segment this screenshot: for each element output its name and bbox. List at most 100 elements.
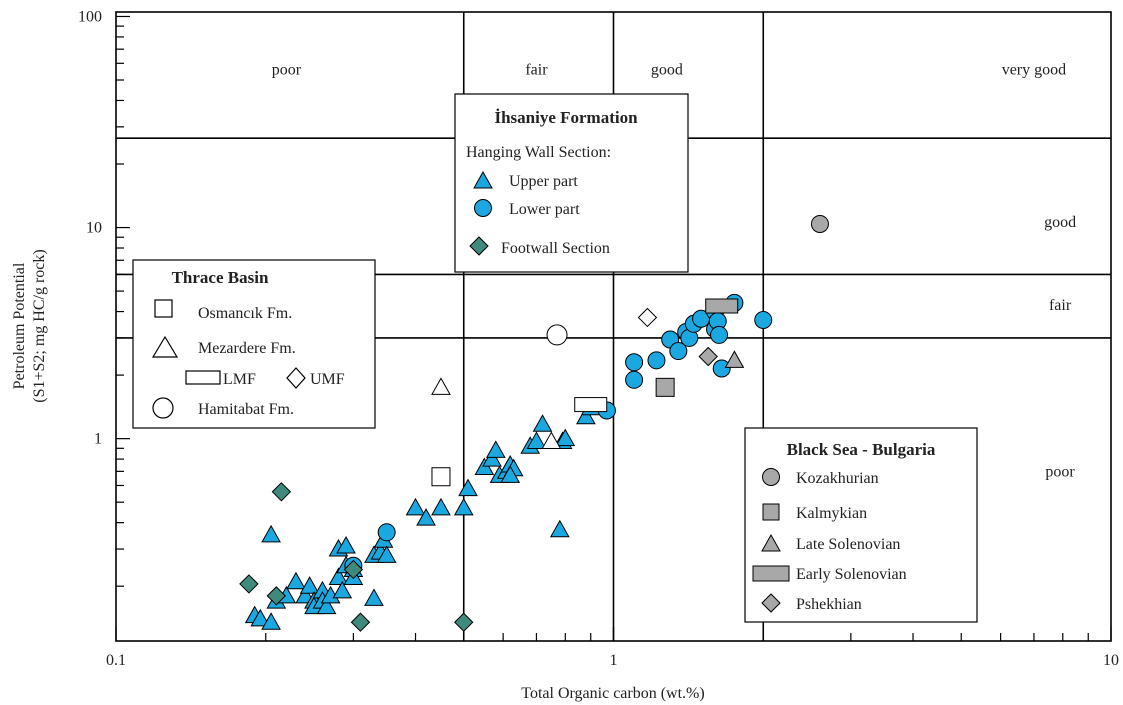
point-footwall-section (343, 559, 364, 580)
legend-lower-part-marker (474, 199, 492, 217)
point-upper-part (500, 465, 521, 483)
point-footwall-section (266, 586, 287, 606)
legend-lmf-marker (185, 370, 221, 385)
point-lower-part (647, 351, 666, 370)
point-upper-part (316, 596, 337, 615)
point-upper-part (453, 497, 474, 516)
legend-kozakhurian-label: Kozakhurian (796, 470, 879, 487)
legend-upper-part-marker (473, 170, 493, 189)
point-lower-part (712, 359, 731, 378)
legend-blacksea: Black Sea - Bulgaria Kozakhurian Kalmyki… (744, 427, 978, 623)
point-hamitabat-fm (546, 324, 568, 346)
legend-early-solenovian-label: Early Solenovian (796, 566, 907, 583)
plot-frame (115, 11, 1112, 642)
legend-ihsaniye-title: İhsaniye Formation (494, 108, 638, 127)
point-osmanc-k-fm (431, 467, 451, 487)
point-upper-part (336, 535, 356, 554)
point-umf (637, 307, 658, 328)
axis-ticks (115, 15, 1112, 641)
point-footwall-section (271, 482, 292, 502)
legend-ihsaniye-box (454, 93, 689, 273)
region-label: fair (525, 62, 548, 79)
point-upper-part (332, 580, 353, 599)
point-upper-part (576, 406, 596, 425)
legend-footwall-marker (469, 236, 489, 256)
point-upper-part (458, 478, 478, 497)
legend-hamitabat-label: Hamitabat Fm. (198, 401, 294, 418)
legend-lmf-label: LMF (223, 371, 256, 388)
legend-early-solenovian-marker (752, 565, 790, 582)
data-points (239, 214, 829, 632)
region-label: poor (272, 62, 302, 79)
legend-pshekhian-label: Pshekhian (796, 596, 862, 613)
x-axis-label: Total Organic carbon (wt.%) (521, 685, 704, 702)
point-upper-part (299, 576, 320, 594)
region-label: poor (1045, 463, 1075, 480)
point-footwall-section (350, 612, 371, 632)
legend-upper-part-label: Upper part (509, 173, 578, 190)
legend-lower-part-label: Lower part (509, 201, 580, 218)
point-lmf (574, 397, 608, 413)
region-label: fair (1049, 297, 1072, 314)
legend-late-solenovian-marker (761, 533, 781, 552)
point-upper-part (286, 571, 306, 590)
x-tick-label: 10 (1103, 652, 1119, 669)
point-lower-part (754, 310, 773, 329)
point-upper-part (482, 449, 502, 467)
y-tick-label: 10 (86, 220, 102, 237)
point-upper-part (549, 519, 570, 538)
point-upper-part (555, 428, 576, 447)
legend-kalmykian-marker (762, 503, 780, 521)
region-label: good (1044, 214, 1076, 231)
point-upper-part (431, 497, 451, 516)
legend-pshekhian-marker (761, 593, 781, 613)
point-kozakhurian (810, 214, 829, 233)
point-upper-part (261, 612, 281, 630)
point-upper-part (376, 545, 397, 563)
legend-late-solenovian-label: Late Solenovian (796, 536, 900, 553)
point-lower-part (710, 325, 729, 344)
point-lower-part (669, 342, 688, 361)
legend-footwall-label: Footwall Section (501, 240, 610, 257)
point-mezardere-fm (431, 377, 451, 395)
region-labels: poor fair good very good good fair poor (272, 62, 1076, 481)
y-tick-label: 1 (94, 431, 102, 448)
legend-osmancik-marker (154, 299, 173, 318)
x-tick-label: 0.1 (106, 652, 126, 669)
point-footwall-section (454, 612, 474, 632)
legend-blacksea-title: Black Sea - Bulgaria (787, 440, 936, 459)
point-kalmykian (655, 377, 675, 397)
point-upper-part (405, 497, 426, 516)
point-upper-part (328, 567, 349, 585)
legend-ihsaniye-subtitle: Hanging Wall Section: (466, 144, 611, 161)
legend-hamitabat-marker (152, 397, 174, 419)
legend-osmancik-label: Osmancık Fm. (198, 305, 292, 322)
point-upper-part (526, 431, 547, 449)
point-footwall-section (239, 574, 259, 594)
legend-thrace-box (132, 259, 376, 429)
legend-thrace: Thrace Basin Osmancık Fm. Mezardere Fm. … (132, 259, 376, 429)
point-lower-part (625, 370, 644, 389)
point-late-solenovian (724, 350, 745, 368)
point-upper-part (416, 508, 436, 526)
point-upper-part (261, 524, 281, 543)
region-label: good (651, 62, 683, 79)
point-upper-part (485, 440, 506, 458)
legend-mezardere-label: Mezardere Fm. (198, 340, 296, 357)
y-axis-label-line1: Petroleum Potential (11, 262, 28, 389)
legend-mezardere-marker (151, 335, 179, 358)
point-early-solenovian (705, 298, 739, 314)
point-pshekhian (698, 346, 718, 367)
legend-umf-marker (286, 367, 306, 389)
x-tick-label: 1 (610, 652, 618, 669)
region-label: very good (1002, 62, 1066, 79)
point-upper-part (250, 608, 271, 627)
legend-umf-label: UMF (310, 371, 345, 388)
point-upper-part (364, 588, 384, 606)
point-mezardere-fm (541, 431, 562, 449)
legend-kozakhurian-marker (762, 468, 780, 486)
legend-ihsaniye: İhsaniye Formation Hanging Wall Section:… (454, 93, 689, 273)
tick-labels: 0.1 1 10 1 10 100 (78, 8, 1119, 669)
legend-kalmykian-label: Kalmykian (796, 505, 867, 522)
